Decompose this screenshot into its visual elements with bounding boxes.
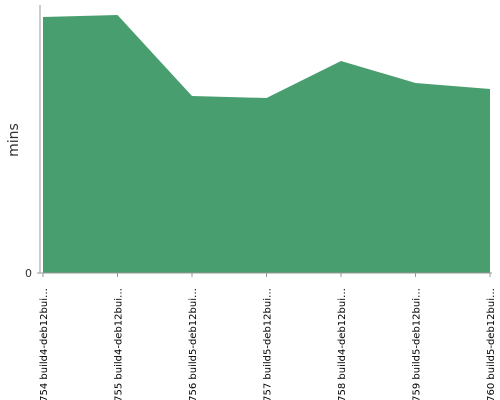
x-tick-label: #760 build5-deb12bui…	[486, 288, 497, 400]
x-tick-label: #754 build4-deb12bui…	[39, 288, 50, 400]
x-tick-label: #756 build5-deb12bui…	[188, 288, 199, 400]
x-tick-label: #755 build4-deb12bui…	[114, 288, 125, 400]
x-tick-label: #757 build5-deb12bui…	[263, 288, 274, 400]
y-tick-label: 0	[25, 267, 32, 280]
y-axis-label: mins	[6, 123, 22, 157]
area	[43, 15, 490, 273]
x-tick-label: #759 build5-deb12bui…	[412, 288, 423, 400]
x-tick-label: #758 build4-deb12bui…	[337, 288, 348, 400]
